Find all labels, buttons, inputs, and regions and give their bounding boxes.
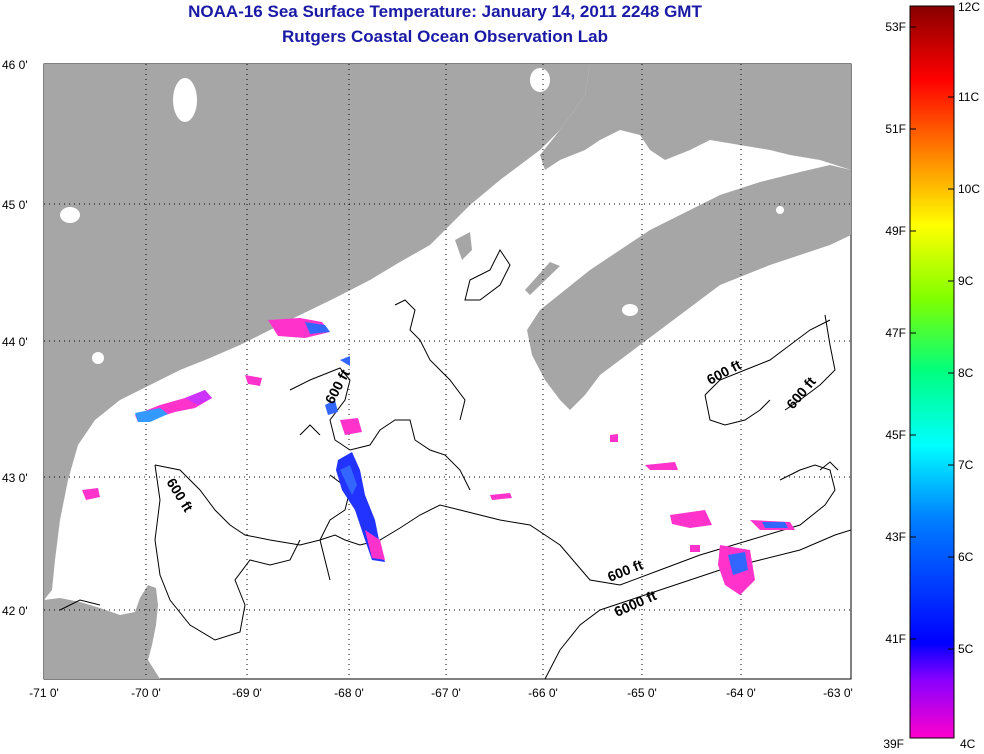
colorbar-celsius-labels: 12C 11C 10C 9C 8C 7C 6C 5C 4C <box>958 0 980 751</box>
lat-tick-label: 45 0' <box>2 198 28 212</box>
lon-tick-label: -67 0' <box>431 686 461 700</box>
colorbar-label-f: 43F <box>885 530 906 544</box>
longitude-axis-labels: -71 0' -70 0' -69 0' -68 0' -67 0' -66 0… <box>29 686 853 700</box>
deep-contour-6000ft <box>544 529 851 679</box>
land-new-england <box>44 64 590 600</box>
map-title: NOAA-16 Sea Surface Temperature: January… <box>188 2 702 21</box>
colorbar-label-f: 49F <box>885 224 906 238</box>
colorbar-label-f: 47F <box>885 326 906 340</box>
lon-tick-label: -65 0' <box>627 686 657 700</box>
lon-tick-label: -63 0' <box>823 686 853 700</box>
colorbar-label-c: 8C <box>958 366 974 380</box>
islands <box>455 232 560 295</box>
colorbar <box>909 5 955 739</box>
colorbar-fahrenheit-labels: 53F 51F 49F 47F 45F 43F 41F 39F <box>883 20 906 751</box>
colorbar-label-f: 45F <box>885 428 906 442</box>
latitude-axis-labels: 46 0' 45 0' 44 0' 43 0' 42 0' <box>2 58 28 618</box>
colorbar-label-c: 11C <box>958 90 979 104</box>
colorbar-label-c: 12C <box>958 0 980 14</box>
map-subtitle: Rutgers Coastal Ocean Observation Lab <box>282 27 608 46</box>
colorbar-label-c: 6C <box>958 550 974 564</box>
colorbar-label-c: 7C <box>958 458 974 472</box>
lat-tick-label: 42 0' <box>2 604 28 618</box>
lon-tick-label: -66 0' <box>528 686 558 700</box>
lon-tick-label: -64 0' <box>726 686 756 700</box>
depth-contours <box>59 249 839 641</box>
colorbar-label-c: 5C <box>958 642 974 656</box>
land-nova-scotia <box>527 165 851 410</box>
lat-tick-label: 43 0' <box>2 471 28 485</box>
colorbar-label-f: 53F <box>885 20 906 34</box>
sst-patches <box>82 318 795 595</box>
colorbar-label-c: 10C <box>958 182 980 196</box>
lat-tick-label: 44 0' <box>2 335 28 349</box>
lon-tick-label: -68 0' <box>334 686 364 700</box>
colorbar-ticks <box>910 26 954 650</box>
lon-tick-label: -70 0' <box>131 686 161 700</box>
lon-tick-label: -71 0' <box>29 686 59 700</box>
colorbar-label-f: 39F <box>883 737 904 751</box>
lon-tick-label: -69 0' <box>232 686 262 700</box>
colorbar-label-c: 9C <box>958 274 974 288</box>
colorbar-label-f: 51F <box>885 122 906 136</box>
lat-tick-label: 46 0' <box>2 58 28 72</box>
land-cape-cod <box>44 585 160 679</box>
inland-lakes <box>60 68 784 364</box>
colorbar-label-f: 41F <box>885 632 906 646</box>
land-new-brunswick <box>540 64 851 170</box>
colorbar-label-c: 4C <box>960 737 976 751</box>
